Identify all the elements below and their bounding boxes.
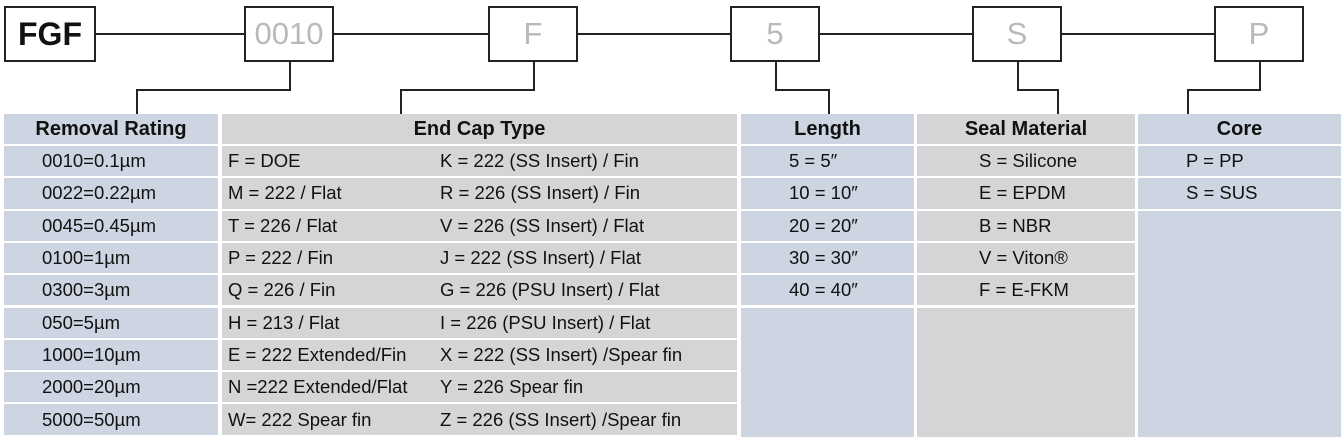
endcap-left-text: Q = 226 / Fin (228, 279, 336, 301)
endcap-right-text: V = 226 (SS Insert) / Flat (440, 214, 645, 236)
endcap-right-text: G = 226 (PSU Insert) / Flat (440, 279, 660, 301)
leader-line (136, 89, 291, 91)
endcap-row: M = 222 / Flat R = 226 (SS Insert) / Fin (222, 178, 737, 209)
endcap-row: T = 226 / Flat V = 226 (SS Insert) / Flat (222, 210, 737, 241)
seal-row: E = EPDM (917, 178, 1135, 209)
leader-line (1017, 89, 1059, 91)
leader-line (1187, 89, 1189, 114)
length-row: 40 = 40″ (741, 275, 914, 306)
leader-line (1017, 62, 1019, 90)
leader-line (533, 62, 535, 90)
endcap-row: Q = 226 / Fin G = 226 (PSU Insert) / Flat (222, 275, 737, 306)
endcap-left-text: N =222 Extended/Flat (228, 376, 408, 398)
header-seal: Seal Material (917, 114, 1135, 144)
leader-line (400, 89, 535, 91)
removal-row: 0300=3µm (4, 275, 218, 306)
endcap-left-text: W= 222 Spear fin (228, 408, 372, 430)
endcap-right-text: X = 222 (SS Insert) /Spear fin (440, 343, 683, 365)
endcap-right-text: R = 226 (SS Insert) / Fin (440, 182, 640, 204)
removal-row: 0010=0.1µm (4, 146, 218, 177)
removal-row: 2000=20µm (4, 372, 218, 403)
code-box-core: P (1214, 6, 1304, 62)
length-row: 5 = 5″ (741, 146, 914, 177)
leader-line (828, 89, 830, 114)
endcap-row: F = DOE K = 222 (SS Insert) / Fin (222, 146, 737, 177)
length-empty (741, 307, 914, 437)
leader-line (1057, 89, 1059, 114)
code-box-length: 5 (730, 6, 820, 62)
header-endcap: End Cap Type (222, 114, 737, 144)
leader-line (775, 89, 830, 91)
seal-row: B = NBR (917, 210, 1135, 241)
code-box-seal: S (972, 6, 1062, 62)
leader-line (775, 62, 777, 90)
endcap-right-text: I = 226 (PSU Insert) / Flat (440, 311, 651, 333)
endcap-row: W= 222 Spear fin Z = 226 (SS Insert) /Spe… (222, 404, 737, 435)
endcap-right-text: J = 222 (SS Insert) / Flat (440, 247, 642, 269)
seal-row: F = E-FKM (917, 275, 1135, 306)
removal-row: 050=5µm (4, 307, 218, 338)
code-box-prefix: FGF (4, 6, 96, 62)
removal-row: 0045=0.45µm (4, 210, 218, 241)
endcap-right-text: Z = 226 (SS Insert) /Spear fin (440, 408, 682, 430)
endcap-left-text: E = 222 Extended/Fin (228, 343, 407, 365)
header-core: Core (1138, 114, 1341, 144)
endcap-left-text: F = DOE (228, 150, 301, 172)
leader-line (1259, 62, 1261, 90)
endcap-row: P = 222 / Fin J = 222 (SS Insert) / Flat (222, 242, 737, 274)
endcap-right-text: K = 222 (SS Insert) / Fin (440, 150, 639, 172)
removal-row: 1000=10µm (4, 339, 218, 371)
length-row: 20 = 20″ (741, 210, 914, 241)
endcap-row: H = 213 / Flat I = 226 (PSU Insert) / Fla… (222, 307, 737, 338)
leader-line (136, 89, 138, 114)
endcap-left-text: M = 222 / Flat (228, 182, 342, 204)
removal-row: 0022=0.22µm (4, 178, 218, 209)
header-removal: Removal Rating (4, 114, 218, 144)
endcap-left-text: T = 226 / Flat (228, 214, 338, 236)
endcap-row: N =222 Extended/Flat Y = 226 Spear fin (222, 372, 737, 403)
seal-row: V = Viton® (917, 242, 1135, 274)
length-row: 30 = 30″ (741, 242, 914, 274)
endcap-right-text: Y = 226 Spear fin (440, 376, 584, 398)
endcap-left-text: H = 213 / Flat (228, 311, 340, 333)
seal-empty (917, 307, 1135, 437)
code-box-end-cap: F (488, 6, 578, 62)
core-row: P = PP (1138, 146, 1341, 177)
length-row: 10 = 10″ (741, 178, 914, 209)
leader-line (400, 89, 402, 114)
removal-row: 5000=50µm (4, 404, 218, 435)
leader-line (1187, 89, 1261, 91)
core-row: S = SUS (1138, 178, 1341, 209)
header-length: Length (741, 114, 914, 144)
endcap-left-text: P = 222 / Fin (228, 247, 334, 269)
removal-row: 0100=1µm (4, 242, 218, 274)
code-box-removal-rating: 0010 (244, 6, 334, 62)
leader-line (289, 62, 291, 90)
core-empty (1138, 210, 1341, 437)
seal-row: S = Silicone (917, 146, 1135, 177)
endcap-row: E = 222 Extended/Fin X = 222 (SS Insert) … (222, 339, 737, 371)
connector-line (94, 33, 1214, 35)
